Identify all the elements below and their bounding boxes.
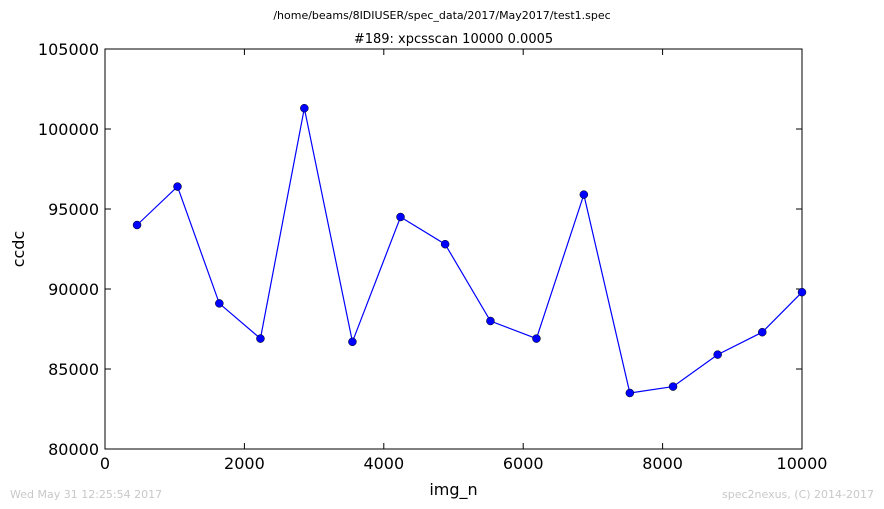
x-tick-label-3: 6000 [503, 454, 544, 473]
data-point [132, 220, 142, 230]
data-point [300, 103, 309, 113]
y-tick-label-5: 105000 [38, 40, 99, 59]
x-tick-label-1: 2000 [224, 454, 265, 473]
y-tick-label-4: 100000 [38, 120, 99, 139]
x-tick-label-2: 4000 [363, 454, 404, 473]
y-axis-label: ccdc [9, 231, 28, 268]
x-axis-label: img_n [429, 480, 477, 500]
chart-title: #189: xpcsscan 10000 0.0005 [354, 32, 553, 47]
y-tick-label-3: 95000 [48, 200, 99, 219]
data-point [396, 212, 405, 222]
y-tick-label-2: 90000 [48, 280, 99, 299]
data-point [758, 327, 767, 337]
data-point [797, 287, 807, 297]
y-tick-label-0: 80000 [48, 440, 99, 459]
data-point [173, 182, 182, 191]
data-point [713, 350, 722, 359]
data-point [440, 239, 450, 249]
x-tick-label-5: 10000 [777, 454, 828, 473]
plot-frame [104, 48, 803, 450]
y-tick-label-1: 85000 [48, 360, 99, 379]
data-point [348, 337, 357, 347]
figure-suptitle: /home/beams/8IDIUSER/spec_data/2017/May2… [273, 9, 611, 22]
data-point [532, 334, 541, 343]
data-point [579, 190, 589, 199]
timestamp-label: Wed May 31 12:25:54 2017 [10, 488, 163, 501]
credit-label: spec2nexus, (C) 2014-2017 [722, 488, 874, 501]
data-point [215, 299, 224, 308]
x-tick-label-4: 8000 [642, 454, 683, 473]
data-point [625, 388, 635, 398]
data-point [668, 382, 678, 391]
series-line-0 [136, 108, 803, 394]
x-tick-label-0: 0 [100, 454, 110, 473]
data-point [256, 334, 265, 343]
data-point [486, 316, 495, 326]
